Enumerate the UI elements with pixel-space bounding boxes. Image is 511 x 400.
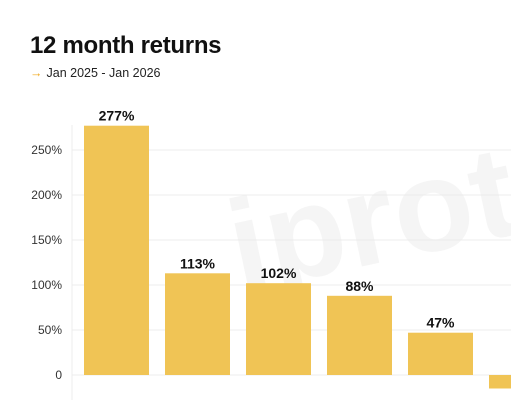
bars bbox=[84, 125, 511, 389]
bar bbox=[408, 332, 473, 375]
data-labels: 277% 113% 102% 88% 47% bbox=[99, 108, 455, 331]
y-tick-label: 0 bbox=[55, 368, 62, 382]
arrow-right-icon: → bbox=[30, 66, 43, 80]
y-tick-label: 200% bbox=[31, 188, 62, 202]
data-label: 277% bbox=[99, 108, 135, 124]
y-axis: 0 50% 100% 150% 200% 250% bbox=[31, 125, 73, 400]
date-range-label: Jan 2025 - Jan 2026 bbox=[46, 66, 161, 80]
y-tick-label: 100% bbox=[31, 278, 62, 292]
y-tick-label: 50% bbox=[38, 323, 62, 337]
bar bbox=[489, 375, 511, 389]
data-label: 113% bbox=[180, 255, 216, 271]
y-tick-label: 250% bbox=[31, 143, 62, 157]
chart-subtitle: → Jan 2025 - Jan 2026 bbox=[30, 66, 160, 80]
data-label: 102% bbox=[261, 265, 297, 281]
bar bbox=[84, 125, 149, 375]
data-label: 88% bbox=[345, 278, 374, 294]
bar bbox=[246, 283, 311, 375]
bar bbox=[327, 295, 392, 375]
bar bbox=[165, 273, 230, 375]
data-label: 47% bbox=[426, 315, 455, 331]
chart-title: 12 month returns bbox=[30, 32, 222, 59]
y-tick-label: 150% bbox=[31, 233, 62, 247]
